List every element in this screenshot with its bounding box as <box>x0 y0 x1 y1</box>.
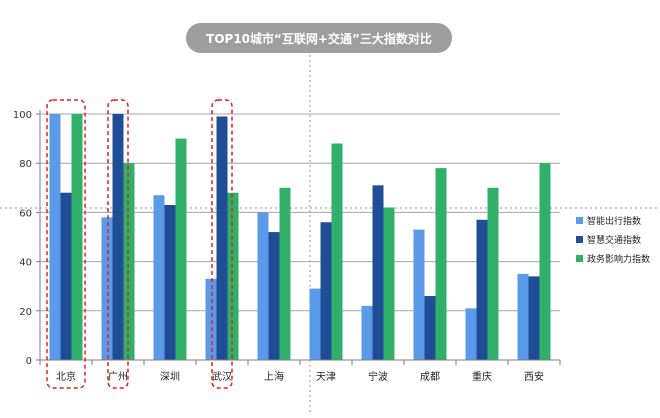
y-tick-label: 100 <box>13 110 32 121</box>
bars <box>49 114 551 361</box>
x-tick-label: 重庆 <box>472 370 492 383</box>
legend-label: 智慧交通指数 <box>587 234 641 246</box>
bar-上海-政务影响力指数 <box>279 187 291 360</box>
y-tick-label: 20 <box>19 307 32 318</box>
bar-天津-政务影响力指数 <box>331 143 343 360</box>
highlight-box-武汉 <box>211 99 233 389</box>
bar-天津-智能出行指数 <box>309 288 321 360</box>
y-tick-label: 60 <box>19 208 32 219</box>
x-tick-label: 西安 <box>524 370 544 383</box>
legend-swatch <box>576 217 583 224</box>
bar-成都-智能出行指数 <box>413 229 425 360</box>
x-tick-labels: 北京 广州 深圳 武汉 上海 天津 宁波 成都 重庆 西安 <box>56 370 544 383</box>
x-tick-label: 深圳 <box>160 371 180 383</box>
bar-广州-智能出行指数 <box>101 217 113 360</box>
x-tick-label: 宁波 <box>368 370 388 383</box>
bar-天津-智慧交通指数 <box>320 222 332 360</box>
bar-宁波-政务影响力指数 <box>383 207 395 360</box>
highlight-box-广州 <box>107 99 129 389</box>
bar-广州-政务影响力指数 <box>123 163 135 360</box>
y-tick-label: 80 <box>19 159 32 170</box>
bar-北京-智能出行指数 <box>49 114 61 360</box>
x-tick-label: 广州 <box>108 371 128 383</box>
bar-深圳-智能出行指数 <box>153 195 165 360</box>
bar-宁波-智慧交通指数 <box>372 185 384 360</box>
highlight-box-北京 <box>46 99 86 389</box>
bar-上海-智能出行指数 <box>257 212 269 360</box>
bar-西安-政务影响力指数 <box>539 163 551 360</box>
legend-swatch <box>576 236 583 243</box>
bar-成都-智慧交通指数 <box>424 296 436 360</box>
y-tick-labels: 0 20 40 60 80 100 <box>13 110 32 367</box>
bar-深圳-智慧交通指数 <box>164 205 176 360</box>
bar-宁波-智能出行指数 <box>361 305 373 360</box>
bar-武汉-智慧交通指数 <box>216 116 228 361</box>
bar-西安-智能出行指数 <box>517 273 529 360</box>
legend-label: 政务影响力指数 <box>587 253 650 265</box>
x-tick-label: 成都 <box>420 371 440 383</box>
bar-广州-智慧交通指数 <box>112 114 124 360</box>
legend-label: 智能出行指数 <box>587 215 641 227</box>
bar-重庆-智能出行指数 <box>465 308 477 360</box>
chart-title: TOP10城市“互联网+交通”三大指数对比 <box>186 23 452 53</box>
bar-成都-政务影响力指数 <box>435 168 447 360</box>
y-tick-label: 0 <box>26 356 32 367</box>
bar-重庆-智慧交通指数 <box>476 219 488 360</box>
bar-深圳-政务影响力指数 <box>175 138 187 360</box>
bar-上海-智慧交通指数 <box>268 232 280 360</box>
highlight-boxes <box>46 99 233 389</box>
legend-swatch <box>576 255 583 262</box>
bar-北京-智慧交通指数 <box>60 192 72 360</box>
bar-重庆-政务影响力指数 <box>487 187 499 360</box>
bar-西安-智慧交通指数 <box>528 276 540 360</box>
y-tick-label: 40 <box>19 258 32 269</box>
x-tick-label: 北京 <box>56 370 76 383</box>
bar-武汉-智能出行指数 <box>205 278 217 360</box>
bar-武汉-政务影响力指数 <box>227 192 239 360</box>
x-tick-label: 武汉 <box>212 370 232 383</box>
x-tick-label: 天津 <box>316 371 336 383</box>
bar-北京-政务影响力指数 <box>71 114 83 360</box>
x-tick-label: 上海 <box>264 370 284 383</box>
axes <box>39 110 561 365</box>
